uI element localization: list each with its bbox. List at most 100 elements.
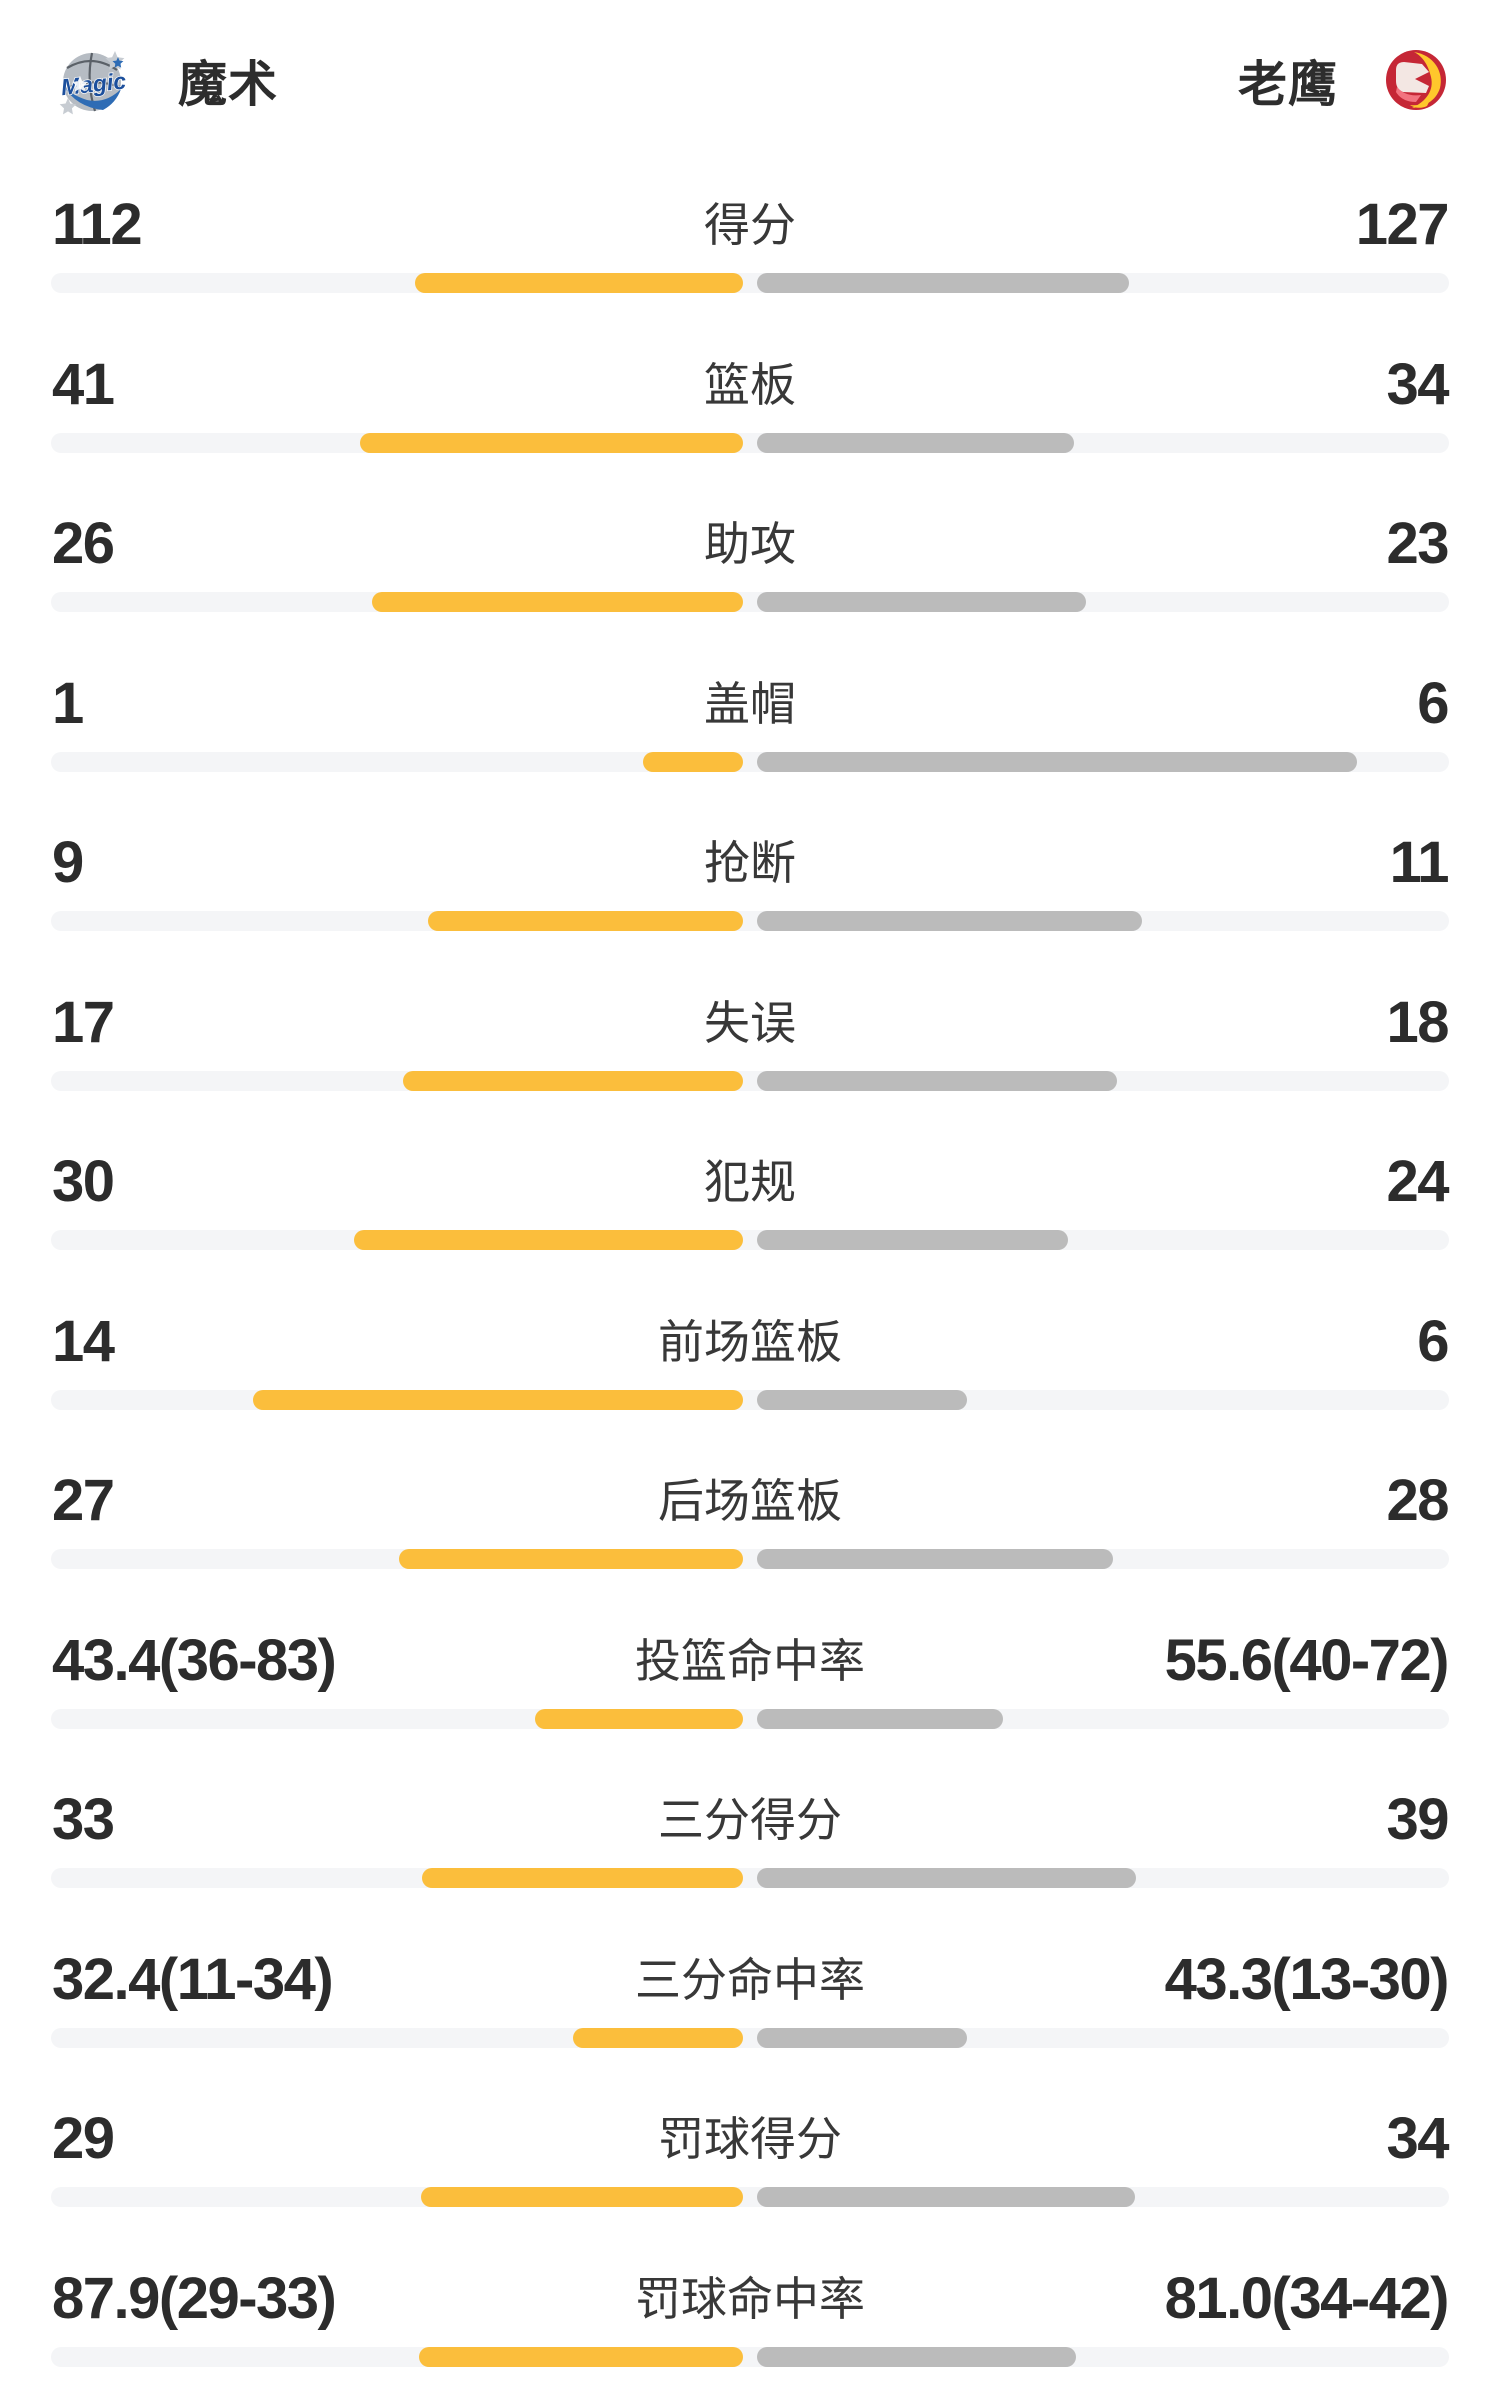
home-bar	[403, 1070, 743, 1091]
away-team-header[interactable]: 老鹰	[1238, 44, 1448, 116]
stat-bar-track	[51, 1868, 1449, 1888]
away-value: 39	[1386, 1787, 1449, 1852]
match-header: Magic 魔术 老鹰	[0, 0, 1500, 141]
stat-bar-track	[51, 2027, 1449, 2048]
home-bar	[399, 1549, 743, 1569]
home-bar	[428, 911, 743, 931]
home-value: 17	[52, 989, 115, 1055]
home-bar	[372, 592, 743, 612]
away-value: 6	[1417, 670, 1449, 736]
home-value: 1	[52, 670, 84, 736]
stat-row-field-goal-pct: 43.4(36-83) 投篮命中率 55.6(40-72)	[0, 1577, 1500, 1737]
away-bar	[757, 2187, 1135, 2207]
stat-label: 犯规	[704, 1156, 796, 1208]
stat-bar-track	[51, 911, 1449, 931]
stat-bar-track	[51, 751, 1449, 772]
stat-label: 投篮命中率	[635, 1634, 865, 1687]
away-bar	[757, 2346, 1076, 2367]
stat-bar-track	[51, 1070, 1449, 1091]
home-value: 43.4(36-83)	[52, 1627, 337, 1693]
home-value: 87.9(29-33)	[52, 2265, 337, 2331]
stat-label: 罚球命中率	[635, 2272, 865, 2325]
home-value: 41	[52, 351, 115, 417]
magic-logo-icon: Magic	[59, 51, 128, 115]
stat-bar-track	[51, 1230, 1449, 1250]
stat-row-three-point-pct: 32.4(11-34) 三分命中率 43.3(13-30)	[0, 1896, 1500, 2056]
home-value: 33	[52, 1787, 115, 1852]
away-bar	[757, 911, 1142, 931]
home-value: 14	[52, 1308, 115, 1374]
away-bar	[757, 592, 1086, 612]
away-value: 34	[1386, 351, 1449, 417]
stat-bar-track	[51, 1389, 1449, 1410]
home-value: 29	[52, 2106, 115, 2171]
home-bar	[643, 751, 743, 772]
home-value: 112	[52, 192, 143, 257]
away-value: 24	[1386, 1149, 1449, 1214]
stat-label: 失误	[704, 996, 796, 1049]
home-value: 26	[52, 511, 115, 576]
home-bar	[419, 2346, 743, 2367]
stats-list: 112 得分 127 41 篮板 34 26 助攻 23	[0, 141, 1500, 2374]
stat-label: 篮板	[704, 358, 796, 411]
home-bar	[253, 1389, 743, 1410]
away-bar	[757, 1708, 1003, 1729]
stat-label: 抢断	[704, 837, 796, 889]
away-bar	[757, 1549, 1113, 1569]
stat-row-free-throw-pct: 87.9(29-33) 罚球命中率 81.0(34-42)	[0, 2215, 1500, 2375]
stat-row-blocks: 1 盖帽 6	[0, 620, 1500, 780]
stat-row-turnovers: 17 失误 18	[0, 939, 1500, 1099]
stat-row-steals: 9 抢断 11	[0, 779, 1500, 939]
stat-bar-track	[51, 432, 1449, 453]
stat-bar-track	[51, 1549, 1449, 1569]
home-bar	[360, 432, 743, 453]
hawks-logo-icon	[1386, 50, 1446, 110]
stat-label: 前场篮板	[658, 1315, 842, 1368]
away-bar	[757, 1389, 967, 1410]
stat-label: 得分	[704, 199, 796, 251]
home-value: 27	[52, 1468, 115, 1533]
away-value: 34	[1386, 2106, 1449, 2171]
away-value: 55.6(40-72)	[1164, 1627, 1450, 1693]
away-bar	[757, 1868, 1136, 1888]
stat-label: 三分命中率	[635, 1953, 865, 2006]
stat-label: 罚球得分	[658, 2113, 842, 2165]
stat-bar-track	[51, 2187, 1449, 2207]
stat-row-rebounds: 41 篮板 34	[0, 301, 1500, 461]
away-team-name: 老鹰	[1237, 57, 1338, 112]
away-bar	[757, 273, 1129, 293]
away-value: 11	[1389, 830, 1450, 895]
away-bar	[757, 2027, 967, 2048]
stat-label: 三分得分	[658, 1794, 842, 1846]
stat-label: 后场篮板	[658, 1475, 842, 1527]
stat-bar-track	[51, 2346, 1449, 2367]
home-team-header[interactable]: Magic 魔术	[56, 44, 278, 116]
stat-row-free-throw-points: 29 罚球得分 34	[0, 2055, 1500, 2215]
stat-row-defensive-rebounds: 27 后场篮板 28	[0, 1417, 1500, 1577]
away-bar	[757, 751, 1357, 772]
home-value: 9	[52, 830, 84, 895]
home-bar	[421, 2187, 743, 2207]
stat-label: 盖帽	[704, 677, 796, 730]
stat-bar-track	[51, 273, 1449, 293]
stat-row-three-point-points: 33 三分得分 39	[0, 1736, 1500, 1896]
stat-row-assists: 26 助攻 23	[0, 460, 1500, 620]
stat-row-offensive-rebounds: 14 前场篮板 6	[0, 1258, 1500, 1418]
away-value: 81.0(34-42)	[1164, 2265, 1450, 2331]
away-bar	[757, 1230, 1068, 1250]
home-value: 30	[52, 1149, 115, 1214]
away-value: 23	[1386, 511, 1449, 576]
home-bar	[415, 273, 743, 293]
stat-row-fouls: 30 犯规 24	[0, 1098, 1500, 1258]
away-value: 18	[1386, 989, 1449, 1055]
stat-row-points: 112 得分 127	[0, 141, 1500, 301]
home-bar	[573, 2027, 743, 2048]
away-bar	[757, 1070, 1117, 1091]
stat-bar-track	[51, 592, 1449, 612]
away-bar	[757, 432, 1074, 453]
stat-bar-track	[51, 1708, 1449, 1729]
home-team-name: 魔术	[178, 57, 279, 112]
away-value: 43.3(13-30)	[1164, 1946, 1450, 2012]
home-value: 32.4(11-34)	[52, 1946, 334, 2012]
away-value: 6	[1417, 1308, 1449, 1374]
